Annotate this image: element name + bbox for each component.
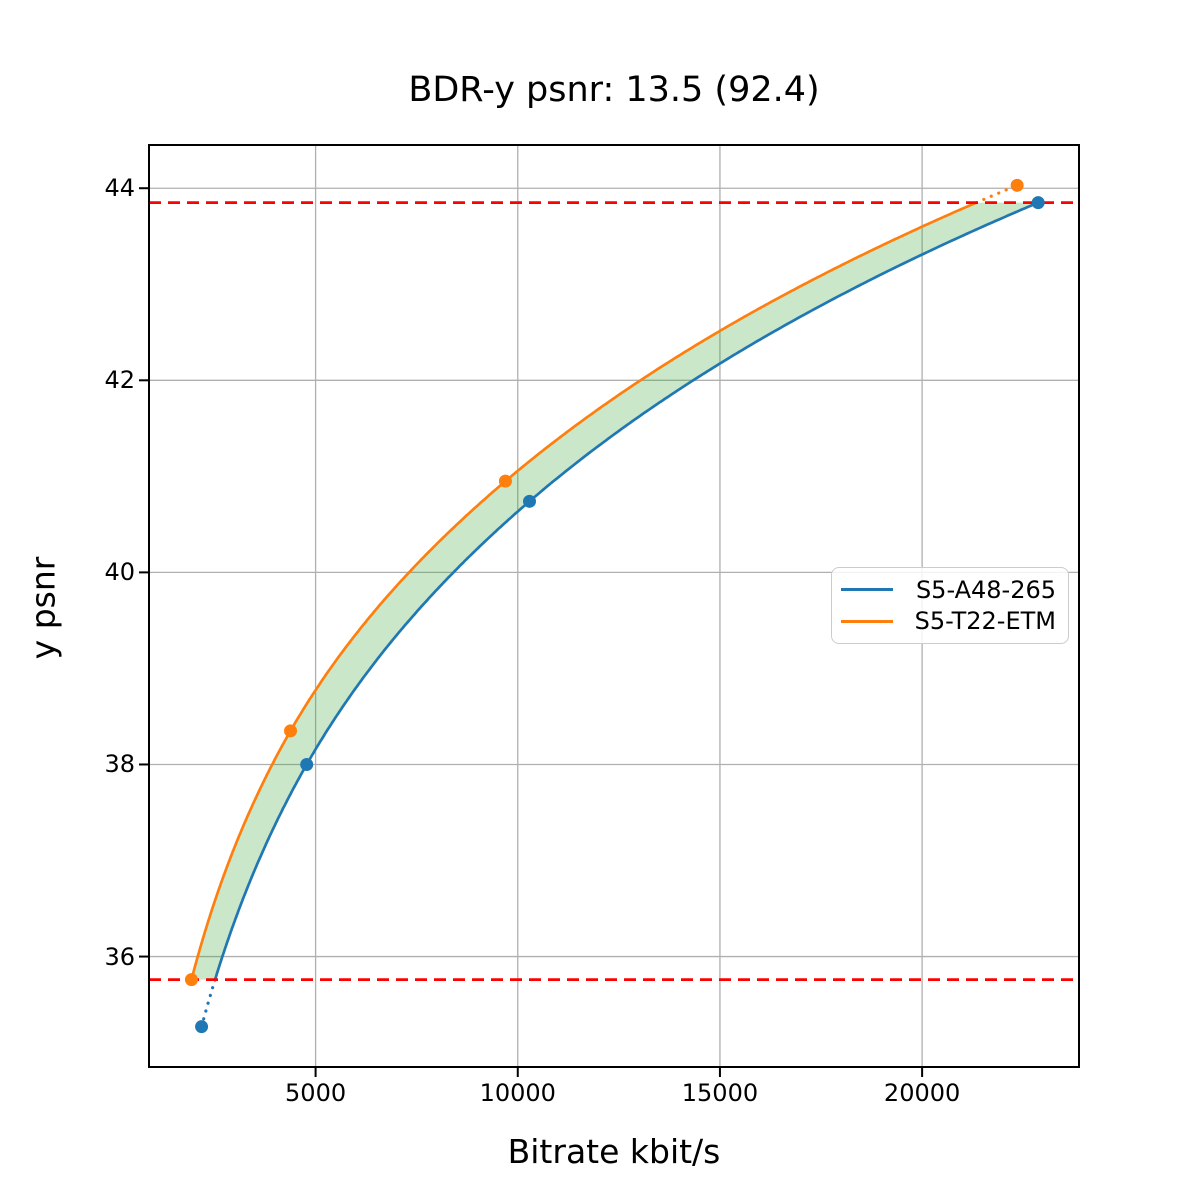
legend-swatch (841, 619, 893, 623)
y-tick-label: 42 (104, 366, 135, 395)
data-point-marker-S5-A48-265 (300, 757, 314, 771)
series-curve-S5-A48-265 (213, 201, 1039, 980)
x-tick-label: 15000 (681, 1079, 759, 1107)
data-point-marker-S5-T22-ETM (498, 474, 512, 488)
chart-title: BDR-y psnr: 13.5 (92.4) (408, 70, 820, 110)
axis-frame (148, 144, 1080, 1068)
y-tick-label: 38 (104, 750, 135, 779)
legend-label: S5-T22-ETM (914, 607, 1056, 636)
x-tick-label: 10000 (479, 1079, 556, 1107)
legend-swatch (841, 588, 893, 592)
data-point-marker-S5-T22-ETM (1010, 178, 1024, 192)
legend-item: S5-T22-ETM (841, 606, 1056, 638)
data-point-marker-S5-T22-ETM (284, 724, 298, 738)
data-point-marker-S5-A48-265 (195, 1020, 209, 1034)
x-tick-label: 5000 (285, 1079, 347, 1107)
x-axis-label: Bitrate kbit/s (507, 1132, 721, 1171)
x-tick-label: 20000 (883, 1079, 961, 1107)
legend-label: S5-A48-265 (915, 575, 1056, 604)
data-point-marker-S5-A48-265 (1031, 196, 1045, 210)
y-tick-label: 36 (104, 942, 135, 971)
series-curve-S5-T22-ETM (190, 201, 977, 980)
legend: S5-A48-265 S5-T22-ETM (831, 567, 1069, 644)
y-tick-label: 44 (104, 174, 135, 203)
y-tick-label: 40 (104, 558, 135, 587)
data-point-marker-S5-T22-ETM (184, 973, 198, 987)
legend-item: S5-A48-265 (841, 574, 1056, 606)
series-curve-dotted-S5-A48-265 (200, 978, 217, 1029)
data-point-marker-S5-A48-265 (522, 494, 536, 508)
